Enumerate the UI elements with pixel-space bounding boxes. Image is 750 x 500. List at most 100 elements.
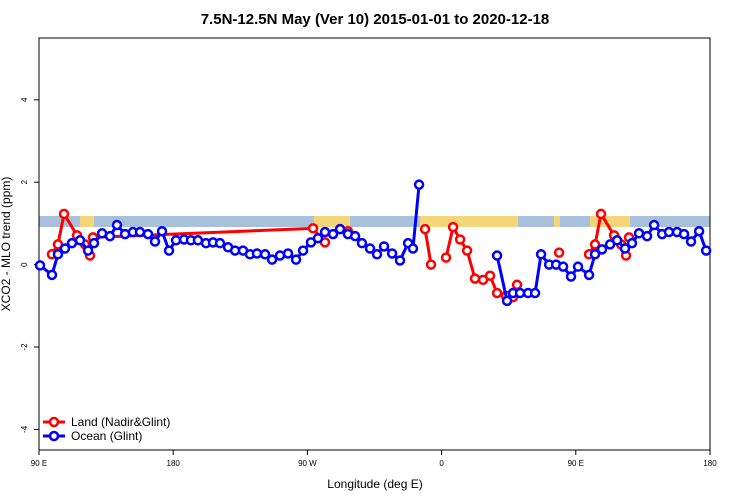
x-tick-label: 90 W: [298, 459, 317, 468]
chart-title: 7.5N-12.5N May (Ver 10) 2015-01-01 to 20…: [201, 11, 550, 28]
legend-marker: [48, 416, 60, 428]
point: [251, 248, 263, 259]
point: [378, 241, 390, 252]
point: [589, 239, 601, 250]
point: [356, 237, 368, 249]
point: [447, 221, 459, 233]
point: [535, 249, 547, 260]
plot-frame: [38, 37, 711, 451]
y-tick-label: 4: [20, 97, 29, 102]
y-tick-label: 2: [20, 179, 29, 184]
point: [596, 244, 608, 255]
point: [514, 287, 526, 299]
point: [595, 208, 607, 220]
point: [52, 249, 64, 260]
point: [626, 237, 638, 249]
land-strip: [420, 216, 518, 227]
point: [685, 236, 697, 247]
y-tick-label: -2: [20, 343, 29, 351]
point: [557, 261, 569, 272]
point: [364, 243, 376, 254]
point: [619, 243, 631, 254]
point: [501, 295, 513, 307]
point: [583, 269, 595, 281]
point: [394, 255, 406, 266]
point: [142, 228, 154, 240]
x-tick-label: 0: [439, 459, 444, 468]
point: [419, 223, 431, 235]
point: [484, 270, 496, 281]
point: [170, 235, 182, 246]
point: [58, 208, 70, 220]
point: [163, 245, 175, 256]
point: [259, 249, 271, 260]
point: [413, 179, 425, 190]
point: [611, 235, 623, 246]
x-tick-label: 90 E: [568, 459, 584, 468]
point: [371, 249, 383, 260]
point: [648, 219, 660, 231]
point: [111, 219, 123, 231]
point: [693, 225, 705, 237]
point: [290, 254, 302, 265]
point: [297, 245, 309, 256]
point: [149, 236, 161, 247]
point: [678, 228, 690, 240]
point: [34, 260, 46, 271]
point: [349, 230, 361, 242]
land-mask-strip: [39, 216, 710, 227]
point: [491, 287, 503, 299]
point: [282, 248, 294, 259]
land-strip: [80, 216, 94, 227]
point: [312, 232, 324, 244]
point: [192, 235, 204, 246]
point: [327, 228, 339, 240]
point: [425, 259, 437, 270]
x-axis-label: Longitude (deg E): [327, 477, 422, 491]
point: [274, 250, 286, 261]
point: [214, 237, 226, 249]
point: [307, 223, 319, 234]
point: [386, 248, 398, 259]
legend-label: Land (Nadir&Glint): [71, 415, 170, 429]
point: [700, 245, 712, 256]
point: [319, 226, 331, 238]
point: [663, 226, 675, 238]
point: [46, 269, 58, 281]
point: [529, 287, 541, 299]
ocean-strip: [39, 216, 710, 227]
legend-label: Ocean (Glint): [71, 429, 142, 443]
point: [461, 245, 473, 256]
point: [511, 279, 523, 291]
land-strip: [554, 216, 560, 227]
point: [88, 237, 100, 249]
point: [66, 237, 78, 249]
point: [565, 271, 577, 282]
x-tick-label: 90 E: [31, 459, 47, 468]
y-tick-label: -4: [20, 425, 29, 433]
point: [334, 223, 346, 235]
land-strip: [314, 216, 350, 227]
point: [641, 230, 653, 242]
point: [440, 252, 452, 263]
point: [572, 261, 584, 272]
point: [59, 243, 71, 254]
point: [589, 249, 601, 260]
point: [104, 230, 116, 242]
land-strip: [590, 216, 630, 227]
point: [633, 228, 645, 239]
legend-marker: [48, 430, 60, 442]
point: [454, 234, 466, 245]
point: [469, 273, 481, 284]
point: [491, 250, 503, 261]
point: [74, 235, 86, 246]
point: [134, 226, 146, 238]
point: [82, 245, 94, 256]
point: [156, 225, 168, 237]
point: [553, 247, 565, 258]
x-tick-label: 180: [167, 459, 181, 468]
point: [407, 243, 419, 254]
y-axis-label: XCO2 - MLO trend (ppm): [0, 177, 13, 312]
y-tick-label: 0: [20, 262, 29, 267]
